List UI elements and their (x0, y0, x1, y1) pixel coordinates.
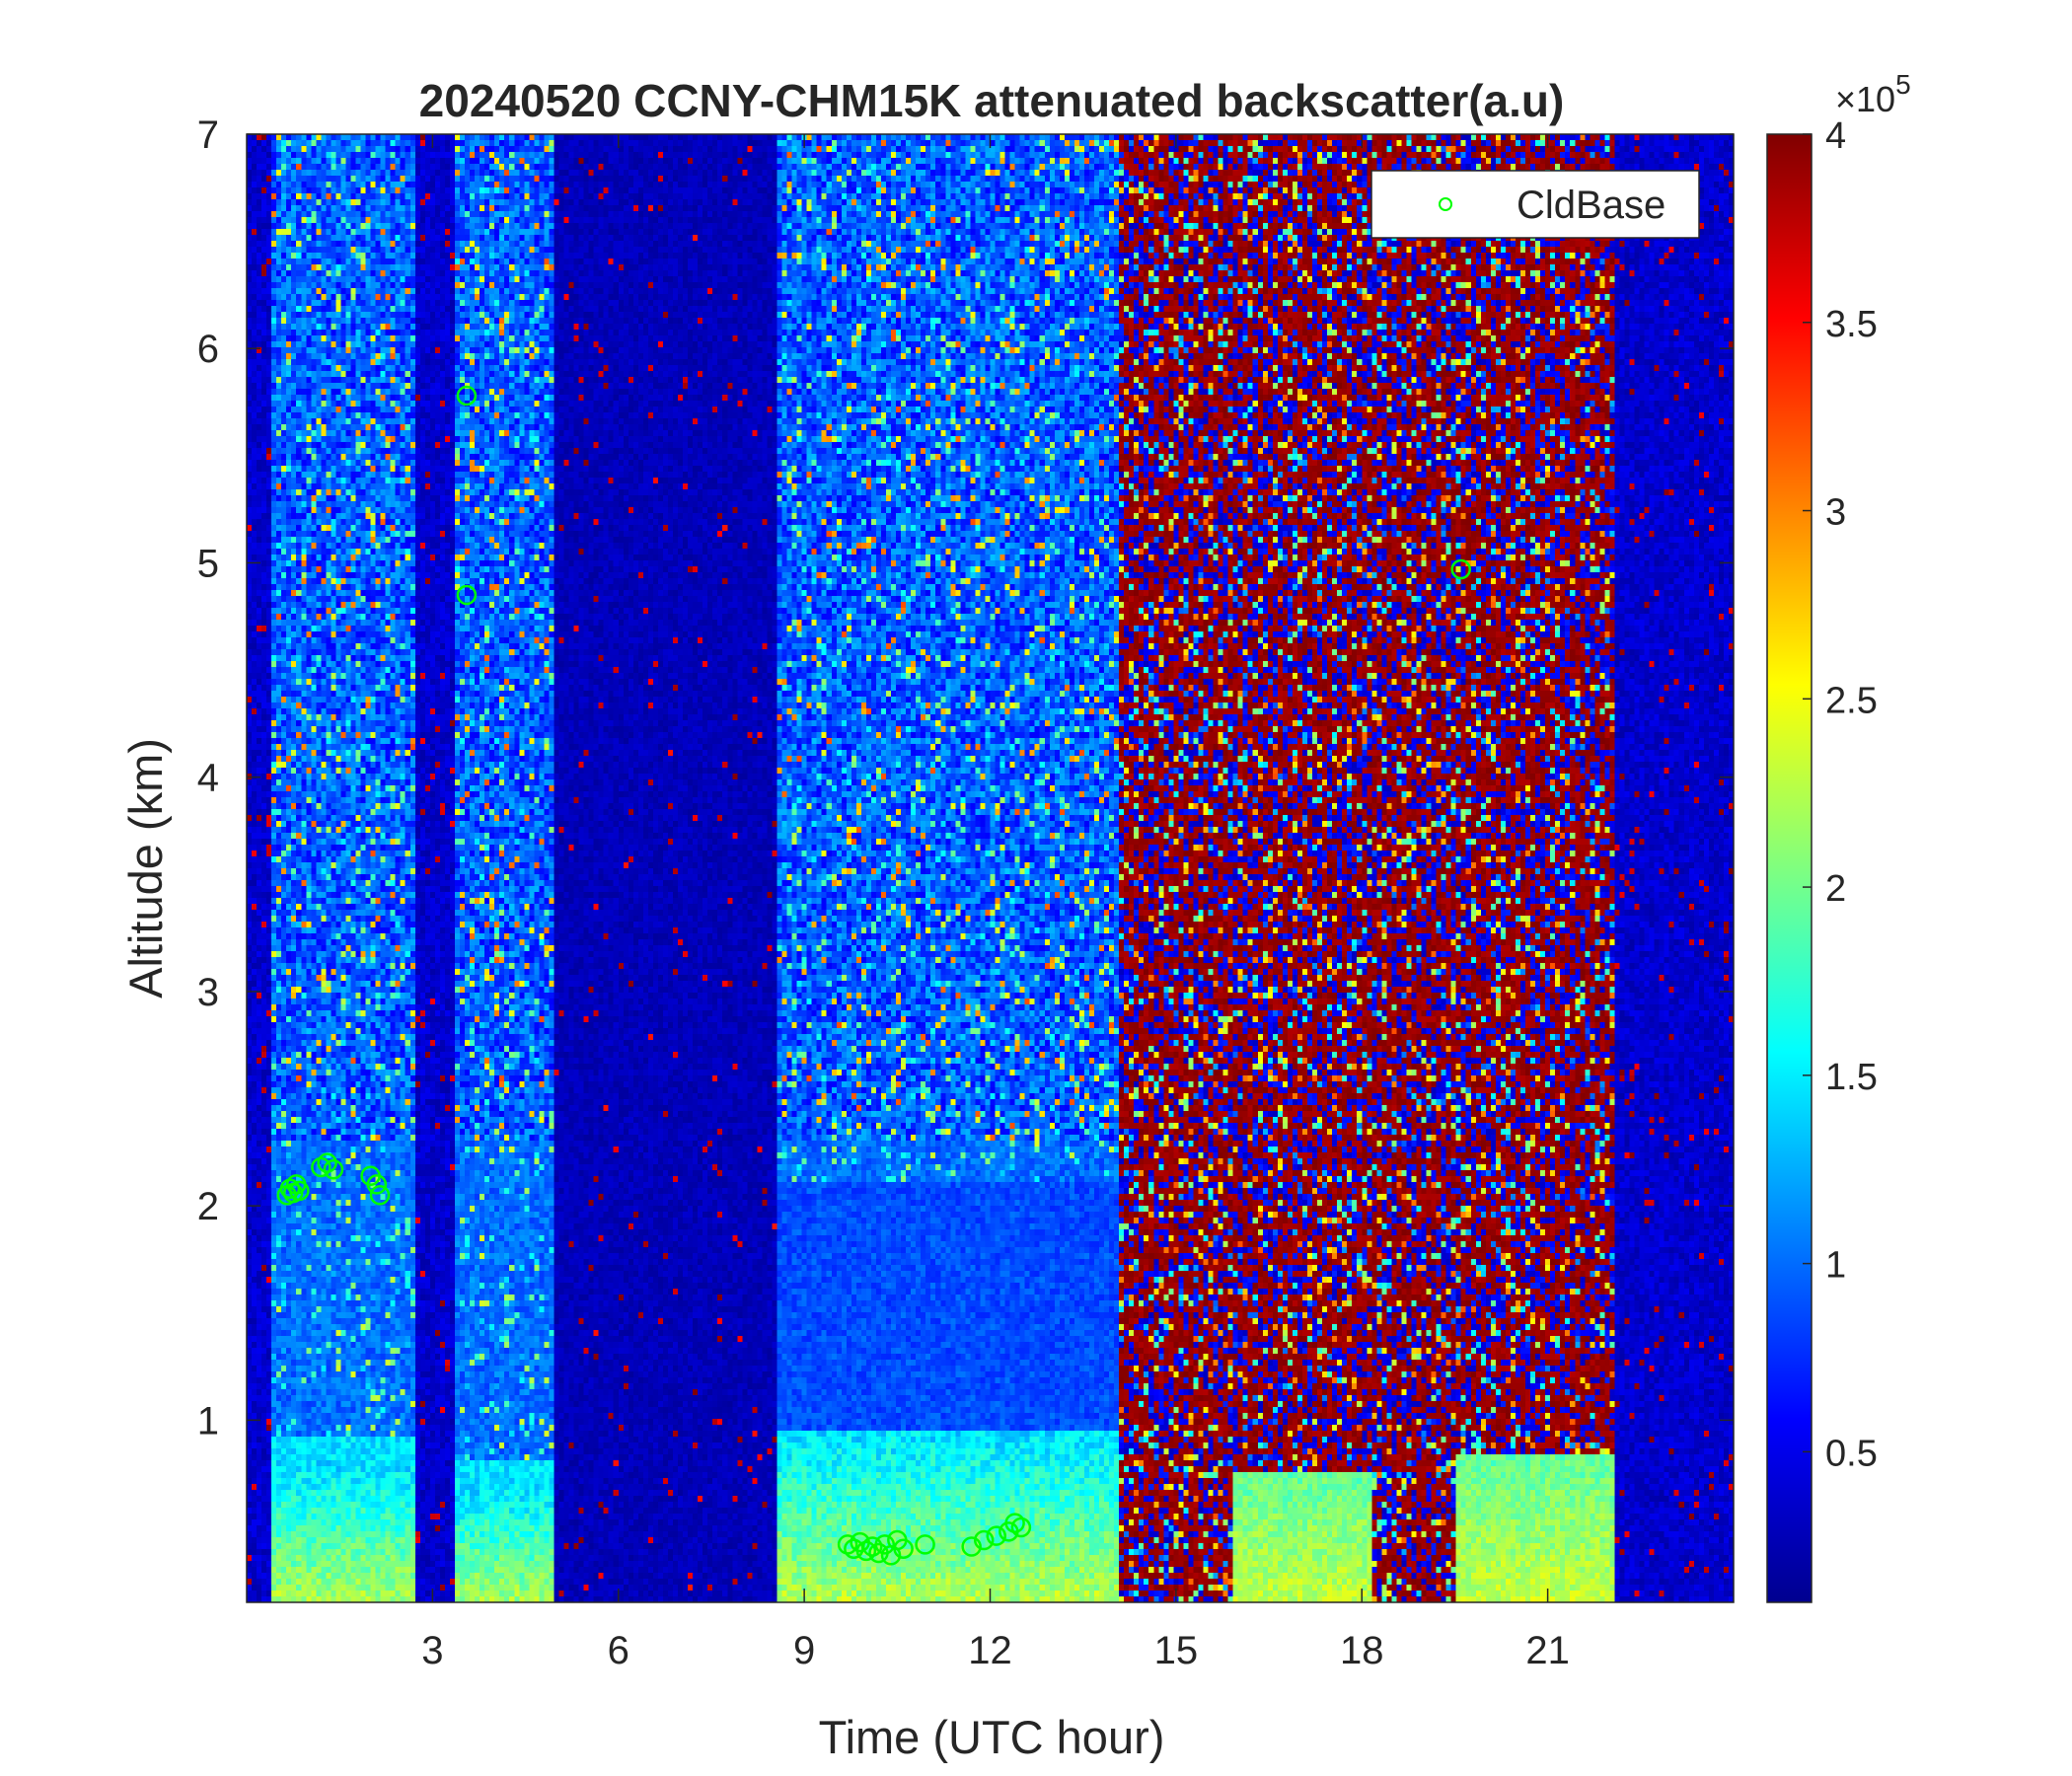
y-tick-label: 2 (197, 1185, 219, 1228)
cloud-base-point (961, 1536, 982, 1557)
colorbar-tick-label: 2.5 (1825, 680, 1878, 721)
cloud-base-point (973, 1529, 995, 1551)
chart-title: 20240520 CCNY-CHM15K attenuated backscat… (419, 75, 1565, 126)
cloud-base-point (456, 385, 478, 407)
backscatter-heatmap (247, 134, 1734, 1602)
y-tick-label: 1 (197, 1399, 219, 1443)
cloud-base-point (861, 1536, 883, 1557)
y-axis-label: Altitude (km) (119, 738, 172, 999)
colorbar: 0.5 1 1.5 2 2.5 3 3.5 4 ×105 (1766, 69, 1911, 1603)
y-tick-label: 6 (197, 328, 219, 371)
x-tick-label: 15 (1154, 1629, 1199, 1672)
heatmap-image (247, 134, 1734, 1602)
colorbar-ticks: 0.5 1 1.5 2 2.5 3 3.5 4 (1803, 115, 1878, 1474)
x-tick-label: 18 (1340, 1629, 1384, 1672)
x-axis-label: Time (UTC hour) (819, 1711, 1165, 1763)
cloud-base-point (289, 1180, 310, 1202)
cloud-base-point (369, 1185, 391, 1206)
cloud-base-point (915, 1534, 935, 1555)
y-tick-label: 3 (197, 971, 219, 1014)
cloud-base-point (366, 1174, 388, 1195)
legend-box (1370, 170, 1700, 239)
cloud-base-point (1010, 1517, 1032, 1538)
cloud-base-point (323, 1158, 344, 1180)
cloud-base-point (986, 1525, 1007, 1546)
legend-marker (1439, 197, 1452, 211)
legend: CldBase (1370, 170, 1700, 239)
colorbar-exponent: ×105 (1835, 69, 1911, 119)
cloud-base-point (1450, 558, 1471, 580)
cloud-base-point (893, 1538, 914, 1559)
x-tick-label: 6 (608, 1629, 629, 1672)
x-axis: 3 6 9 12 15 18 21 (421, 134, 1570, 1672)
x-tick-label: 12 (968, 1629, 1012, 1672)
cloud-base-point (317, 1152, 337, 1173)
colorbar-gradient (1766, 133, 1813, 1603)
colorbar-tick-label: 0.5 (1825, 1433, 1878, 1474)
x-tick-label: 3 (421, 1629, 443, 1672)
colorbar-tick-label: 1 (1825, 1245, 1846, 1287)
colorbar-tick-label: 3 (1825, 492, 1846, 534)
colorbar-tick-label: 1.5 (1825, 1057, 1878, 1098)
cloud-base-point (874, 1534, 896, 1555)
y-tick-label: 5 (197, 542, 219, 585)
y-axis: 1 2 3 4 5 6 7 (197, 113, 1734, 1443)
colorbar-tick-label: 2 (1825, 868, 1846, 910)
cloud-base-point (456, 584, 478, 606)
x-tick-label: 9 (793, 1629, 815, 1672)
colorbar-tick-label: 4 (1825, 115, 1846, 157)
x-tick-label: 21 (1525, 1629, 1570, 1672)
cloud-base-markers (276, 385, 1471, 1566)
y-tick-label: 7 (197, 113, 219, 157)
legend-label: CldBase (1517, 184, 1665, 227)
y-tick-label: 4 (197, 757, 219, 800)
colorbar-tick-label: 3.5 (1825, 304, 1878, 345)
